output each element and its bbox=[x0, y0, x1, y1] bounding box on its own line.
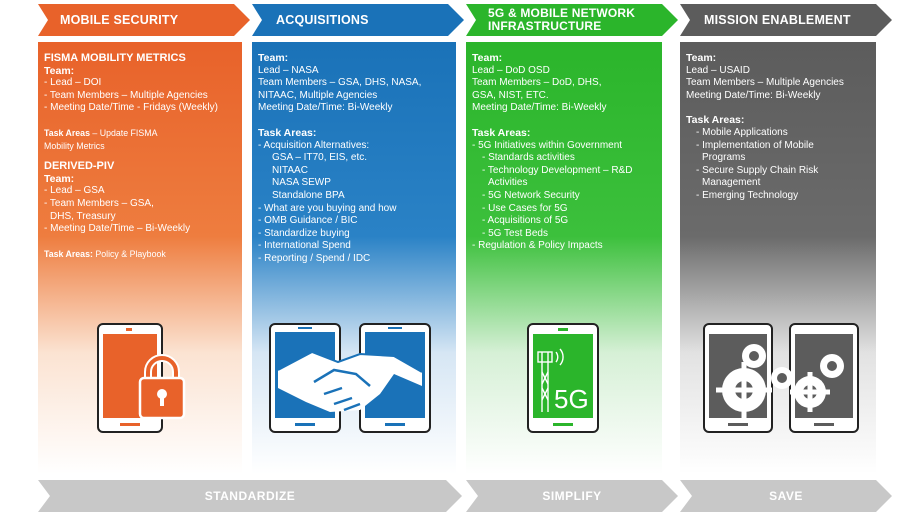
task-item: - Implementation of Mobile bbox=[696, 139, 814, 151]
header-label: ACQUISITIONS bbox=[276, 13, 369, 27]
header-acquisitions: ACQUISITIONS bbox=[252, 4, 464, 36]
team-members: - Team Members – Multiple Agencies bbox=[44, 89, 208, 101]
task-subitem: - Technology Development – R&D bbox=[482, 164, 633, 176]
meeting-time: Meeting Date/Time: Bi-Weekly bbox=[258, 102, 393, 114]
team-label: Team: bbox=[44, 64, 75, 77]
header-5g-infrastructure: 5G & MOBILE NETWORK INFRASTRUCTURE bbox=[466, 4, 678, 36]
header-label-line1: 5G & MOBILE NETWORK bbox=[488, 6, 636, 20]
5g-tablet-icon: 5G bbox=[527, 323, 599, 433]
task-areas-line2: Mobility Metrics bbox=[44, 140, 105, 151]
task-areas-label: Task Areas: bbox=[472, 126, 531, 139]
gears-tablets-icon bbox=[703, 323, 859, 433]
task-subitem: NITAAC bbox=[272, 164, 308, 176]
meeting-time: - Meeting Date/Time - Fridays (Weekly) bbox=[44, 102, 218, 114]
arrow-label: SAVE bbox=[769, 489, 803, 503]
task-subitem: Standalone BPA bbox=[272, 189, 345, 201]
team-members: Team Members – GSA, DHS, NASA, bbox=[258, 77, 422, 89]
task-item: - Acquisition Alternatives: bbox=[258, 139, 370, 151]
header-label-line2: INFRASTRUCTURE bbox=[488, 19, 602, 33]
arrow-label: SIMPLIFY bbox=[542, 489, 602, 503]
task-item-line2: Management bbox=[702, 177, 761, 189]
team-lead: - Lead – GSA bbox=[44, 185, 105, 197]
handshake-tablets-icon bbox=[269, 323, 431, 433]
task-subitem: - 5G Test Beds bbox=[482, 227, 548, 239]
task-item: - Secure Supply Chain Risk bbox=[696, 164, 819, 176]
team-lead: Lead – NASA bbox=[258, 64, 319, 76]
team-label: Team: bbox=[472, 52, 503, 64]
task-item: - Standardize buying bbox=[258, 227, 350, 239]
task-subitem: - Standards activities bbox=[482, 152, 575, 164]
team-members: - Team Members – GSA, bbox=[44, 197, 154, 209]
team-lead: Lead – DoD OSD bbox=[472, 64, 550, 76]
task-areas-label: Task Areas: bbox=[686, 114, 745, 127]
task-subitem: - 5G Network Security bbox=[482, 189, 580, 201]
header-label: MISSION ENABLEMENT bbox=[704, 13, 851, 27]
team-members-line2: DHS, Treasury bbox=[50, 210, 116, 222]
arrow-simplify: SIMPLIFY bbox=[466, 480, 678, 512]
header-mobile-security: MOBILE SECURITY bbox=[38, 4, 250, 36]
team-label: Team: bbox=[258, 52, 289, 64]
header-label-block: 5G & MOBILE NETWORK INFRASTRUCTURE bbox=[488, 4, 635, 36]
team-label: Team: bbox=[44, 172, 75, 185]
derived-piv-title: DERIVED-PIV bbox=[44, 160, 115, 173]
5g-badge-text: 5G bbox=[554, 384, 589, 414]
task-subitem: - Acquisitions of 5G bbox=[482, 215, 569, 227]
team-lead: - Lead – DOI bbox=[44, 77, 102, 89]
task-item: - Emerging Technology bbox=[696, 189, 799, 201]
task-item: - Regulation & Policy Impacts bbox=[472, 240, 603, 252]
team-members-line2: NITAAC, Multiple Agencies bbox=[258, 89, 378, 101]
arrow-label: STANDARDIZE bbox=[204, 489, 296, 503]
task-item: - Reporting / Spend / IDC bbox=[258, 252, 371, 264]
task-item: - Mobile Applications bbox=[696, 126, 788, 138]
task-item: - International Spend bbox=[258, 240, 351, 252]
task-areas-label: Task Areas: bbox=[258, 126, 317, 139]
task-subitem: GSA – IT70, EIS, etc. bbox=[272, 152, 368, 164]
task-item-line2: Programs bbox=[702, 152, 746, 164]
team-members-line2: GSA, NIST, ETC. bbox=[472, 89, 549, 101]
team-members: Team Members – Multiple Agencies bbox=[686, 77, 844, 89]
header-label: MOBILE SECURITY bbox=[60, 13, 179, 27]
header-mission-enablement: MISSION ENABLEMENT bbox=[680, 4, 892, 36]
task-subitem: NASA SEWP bbox=[272, 177, 331, 189]
meeting-time: Meeting Date/Time: Bi-Weekly bbox=[472, 102, 607, 114]
meeting-time: Meeting Date/Time: Bi-Weekly bbox=[686, 89, 821, 101]
arrow-save: SAVE bbox=[680, 480, 892, 512]
team-lead: Lead – USAID bbox=[686, 64, 750, 76]
task-item: - 5G Initiatives within Government bbox=[472, 139, 623, 151]
task-areas: Task Areas – Update FISMA bbox=[44, 127, 158, 138]
team-members: Team Members – DoD, DHS, bbox=[472, 77, 602, 89]
fisma-title: FISMA MOBILITY METRICS bbox=[44, 52, 186, 64]
task-areas: Task Areas: Policy & Playbook bbox=[44, 248, 166, 259]
task-item: - What are you buying and how bbox=[258, 202, 397, 214]
task-subitem: - Use Cases for 5G bbox=[482, 202, 568, 214]
task-subitem-line2: Activities bbox=[488, 177, 528, 189]
meeting-time: - Meeting Date/Time – Bi-Weekly bbox=[44, 223, 191, 235]
team-label: Team: bbox=[686, 52, 717, 64]
tablet-lock-icon bbox=[97, 323, 186, 433]
arrow-standardize: STANDARDIZE bbox=[38, 480, 462, 512]
task-item: - OMB Guidance / BIC bbox=[258, 215, 358, 227]
